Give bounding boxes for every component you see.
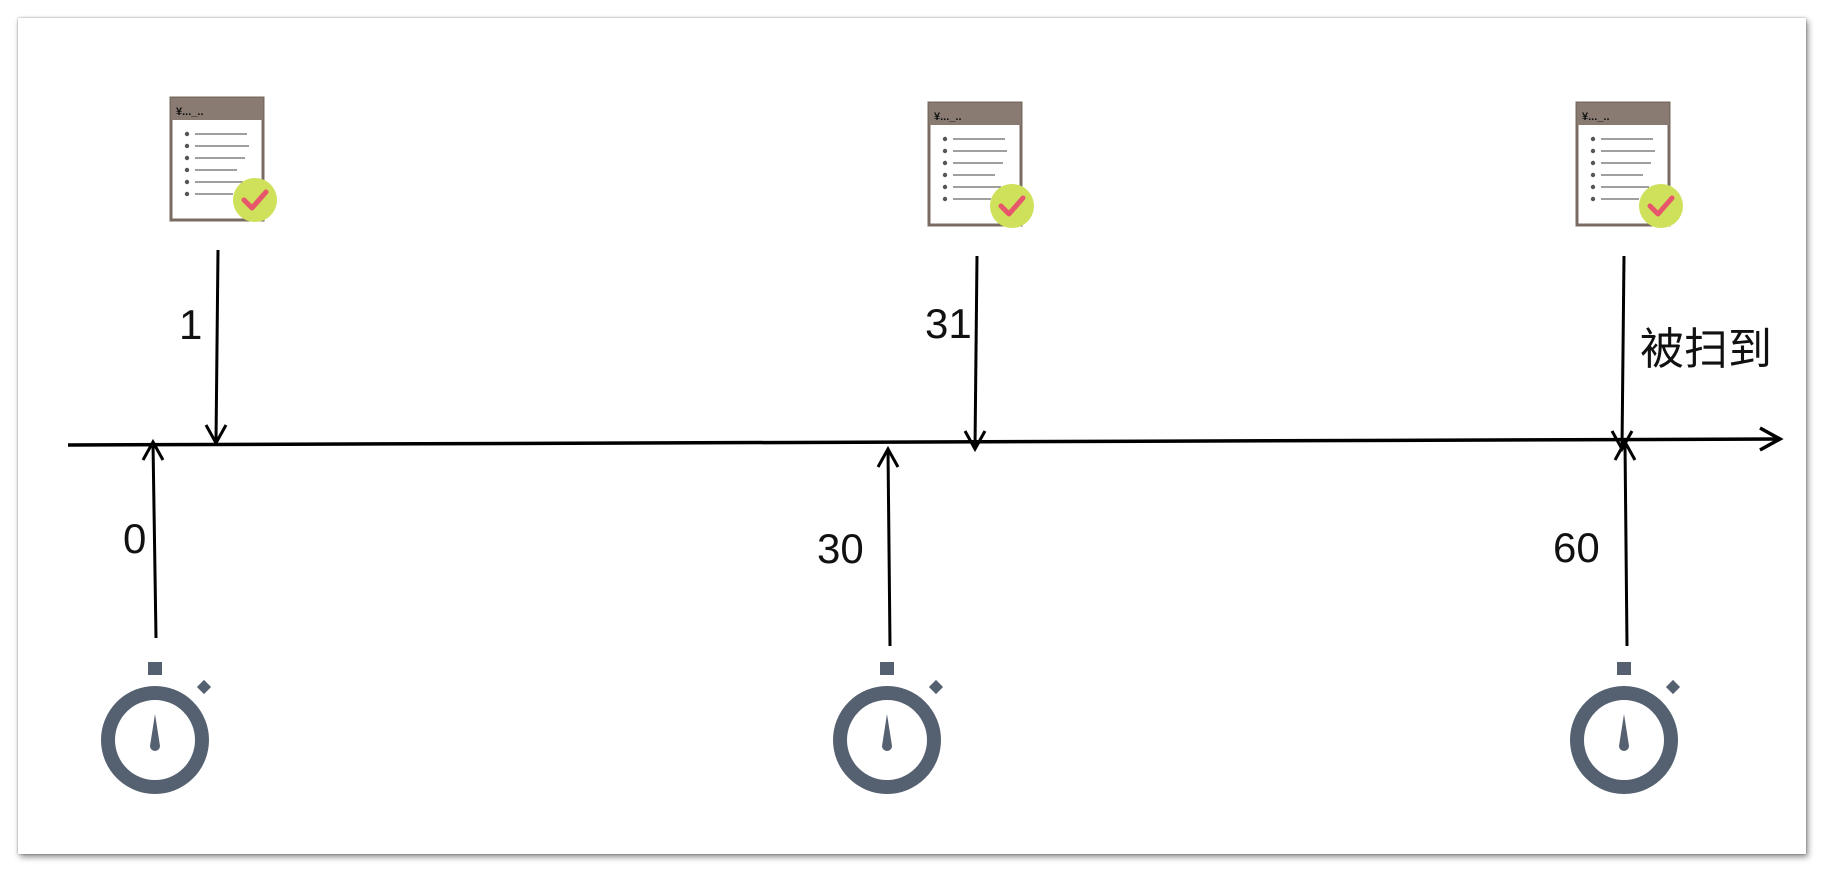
order-time-label: 1	[179, 301, 202, 348]
doc-header-text: ¥..._..	[1582, 111, 1610, 123]
stopwatch-icon	[840, 662, 943, 787]
order-document-icon: ¥..._..	[1575, 101, 1671, 227]
order-document-icon: ¥..._..	[927, 101, 1023, 227]
order-document-icon: ¥..._..	[169, 96, 265, 222]
check-badge-icon	[233, 178, 277, 222]
doc-header-text: ¥..._..	[176, 106, 204, 118]
doc-header-text: ¥..._..	[934, 111, 962, 123]
scan-time-label: 30	[817, 525, 864, 572]
scan-time-label: 0	[123, 515, 146, 562]
timeline-axis	[67, 426, 1784, 452]
order-time-label: 31	[925, 300, 972, 347]
diagram-frame	[18, 18, 1806, 854]
scan-arrow	[876, 445, 900, 647]
check-badge-icon	[1639, 184, 1683, 228]
order-arrow	[963, 255, 987, 453]
order-arrow	[1610, 255, 1634, 453]
stopwatch-icon	[108, 662, 211, 787]
check-badge-icon	[990, 184, 1034, 228]
scan-arrow	[1613, 438, 1637, 647]
stopwatch-icon	[1577, 662, 1680, 787]
scan-time-label: 60	[1553, 524, 1600, 571]
order-arrow	[204, 249, 228, 447]
scan-arrow	[141, 438, 165, 639]
scanned-annotation: 被扫到	[1640, 324, 1772, 375]
